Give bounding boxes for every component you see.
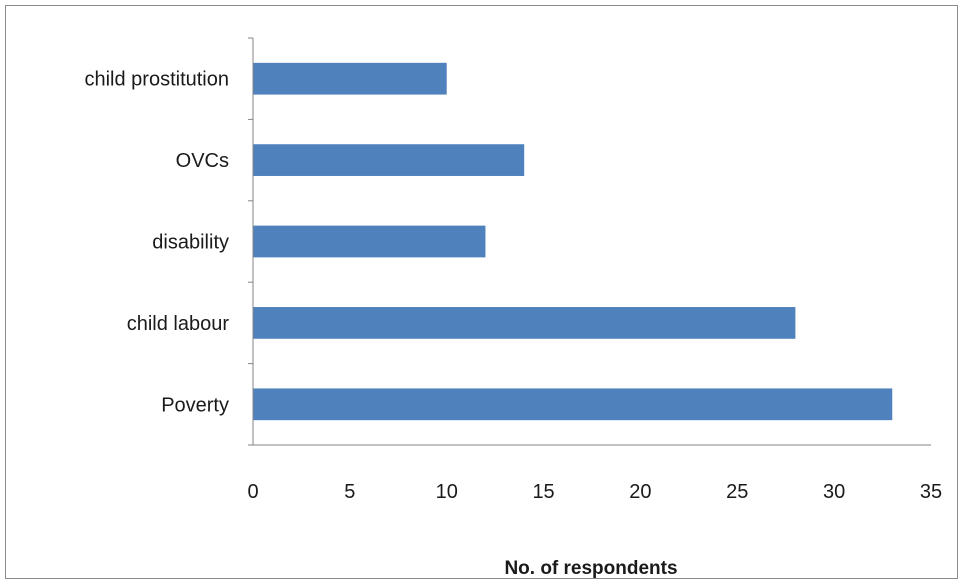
- x-tick-label: 15: [532, 481, 554, 503]
- bar-child-prostitution: [253, 62, 447, 95]
- bar-poverty: [253, 388, 893, 421]
- x-tick-label: 0: [247, 481, 258, 503]
- bar-disability: [253, 225, 486, 258]
- y-axis-ticks-group: [248, 37, 253, 446]
- category-label: Poverty: [161, 394, 229, 416]
- x-tick-label: 35: [920, 481, 942, 503]
- x-tick-label: 25: [726, 481, 748, 503]
- bar-ovcs: [253, 144, 525, 176]
- x-tick-label: 20: [629, 481, 651, 503]
- category-label: child labour: [127, 313, 230, 335]
- category-label: disability: [152, 232, 229, 254]
- x-tick-label: 5: [344, 481, 355, 503]
- x-tick-label: 30: [823, 481, 845, 503]
- x-tick-labels-group: 0 5 10 15 20 25 30 35: [247, 481, 942, 503]
- chart-frame: [5, 5, 958, 579]
- x-tick-label: 10: [436, 481, 458, 503]
- x-axis-title: No. of respondents: [504, 558, 677, 579]
- category-labels-group: Poverty child labour disability OVCs child p…: [84, 69, 229, 417]
- bars-group: [253, 62, 893, 421]
- category-label: child prostitution: [84, 69, 229, 91]
- category-label: OVCs: [176, 150, 229, 172]
- bar-child-labour: [253, 307, 796, 339]
